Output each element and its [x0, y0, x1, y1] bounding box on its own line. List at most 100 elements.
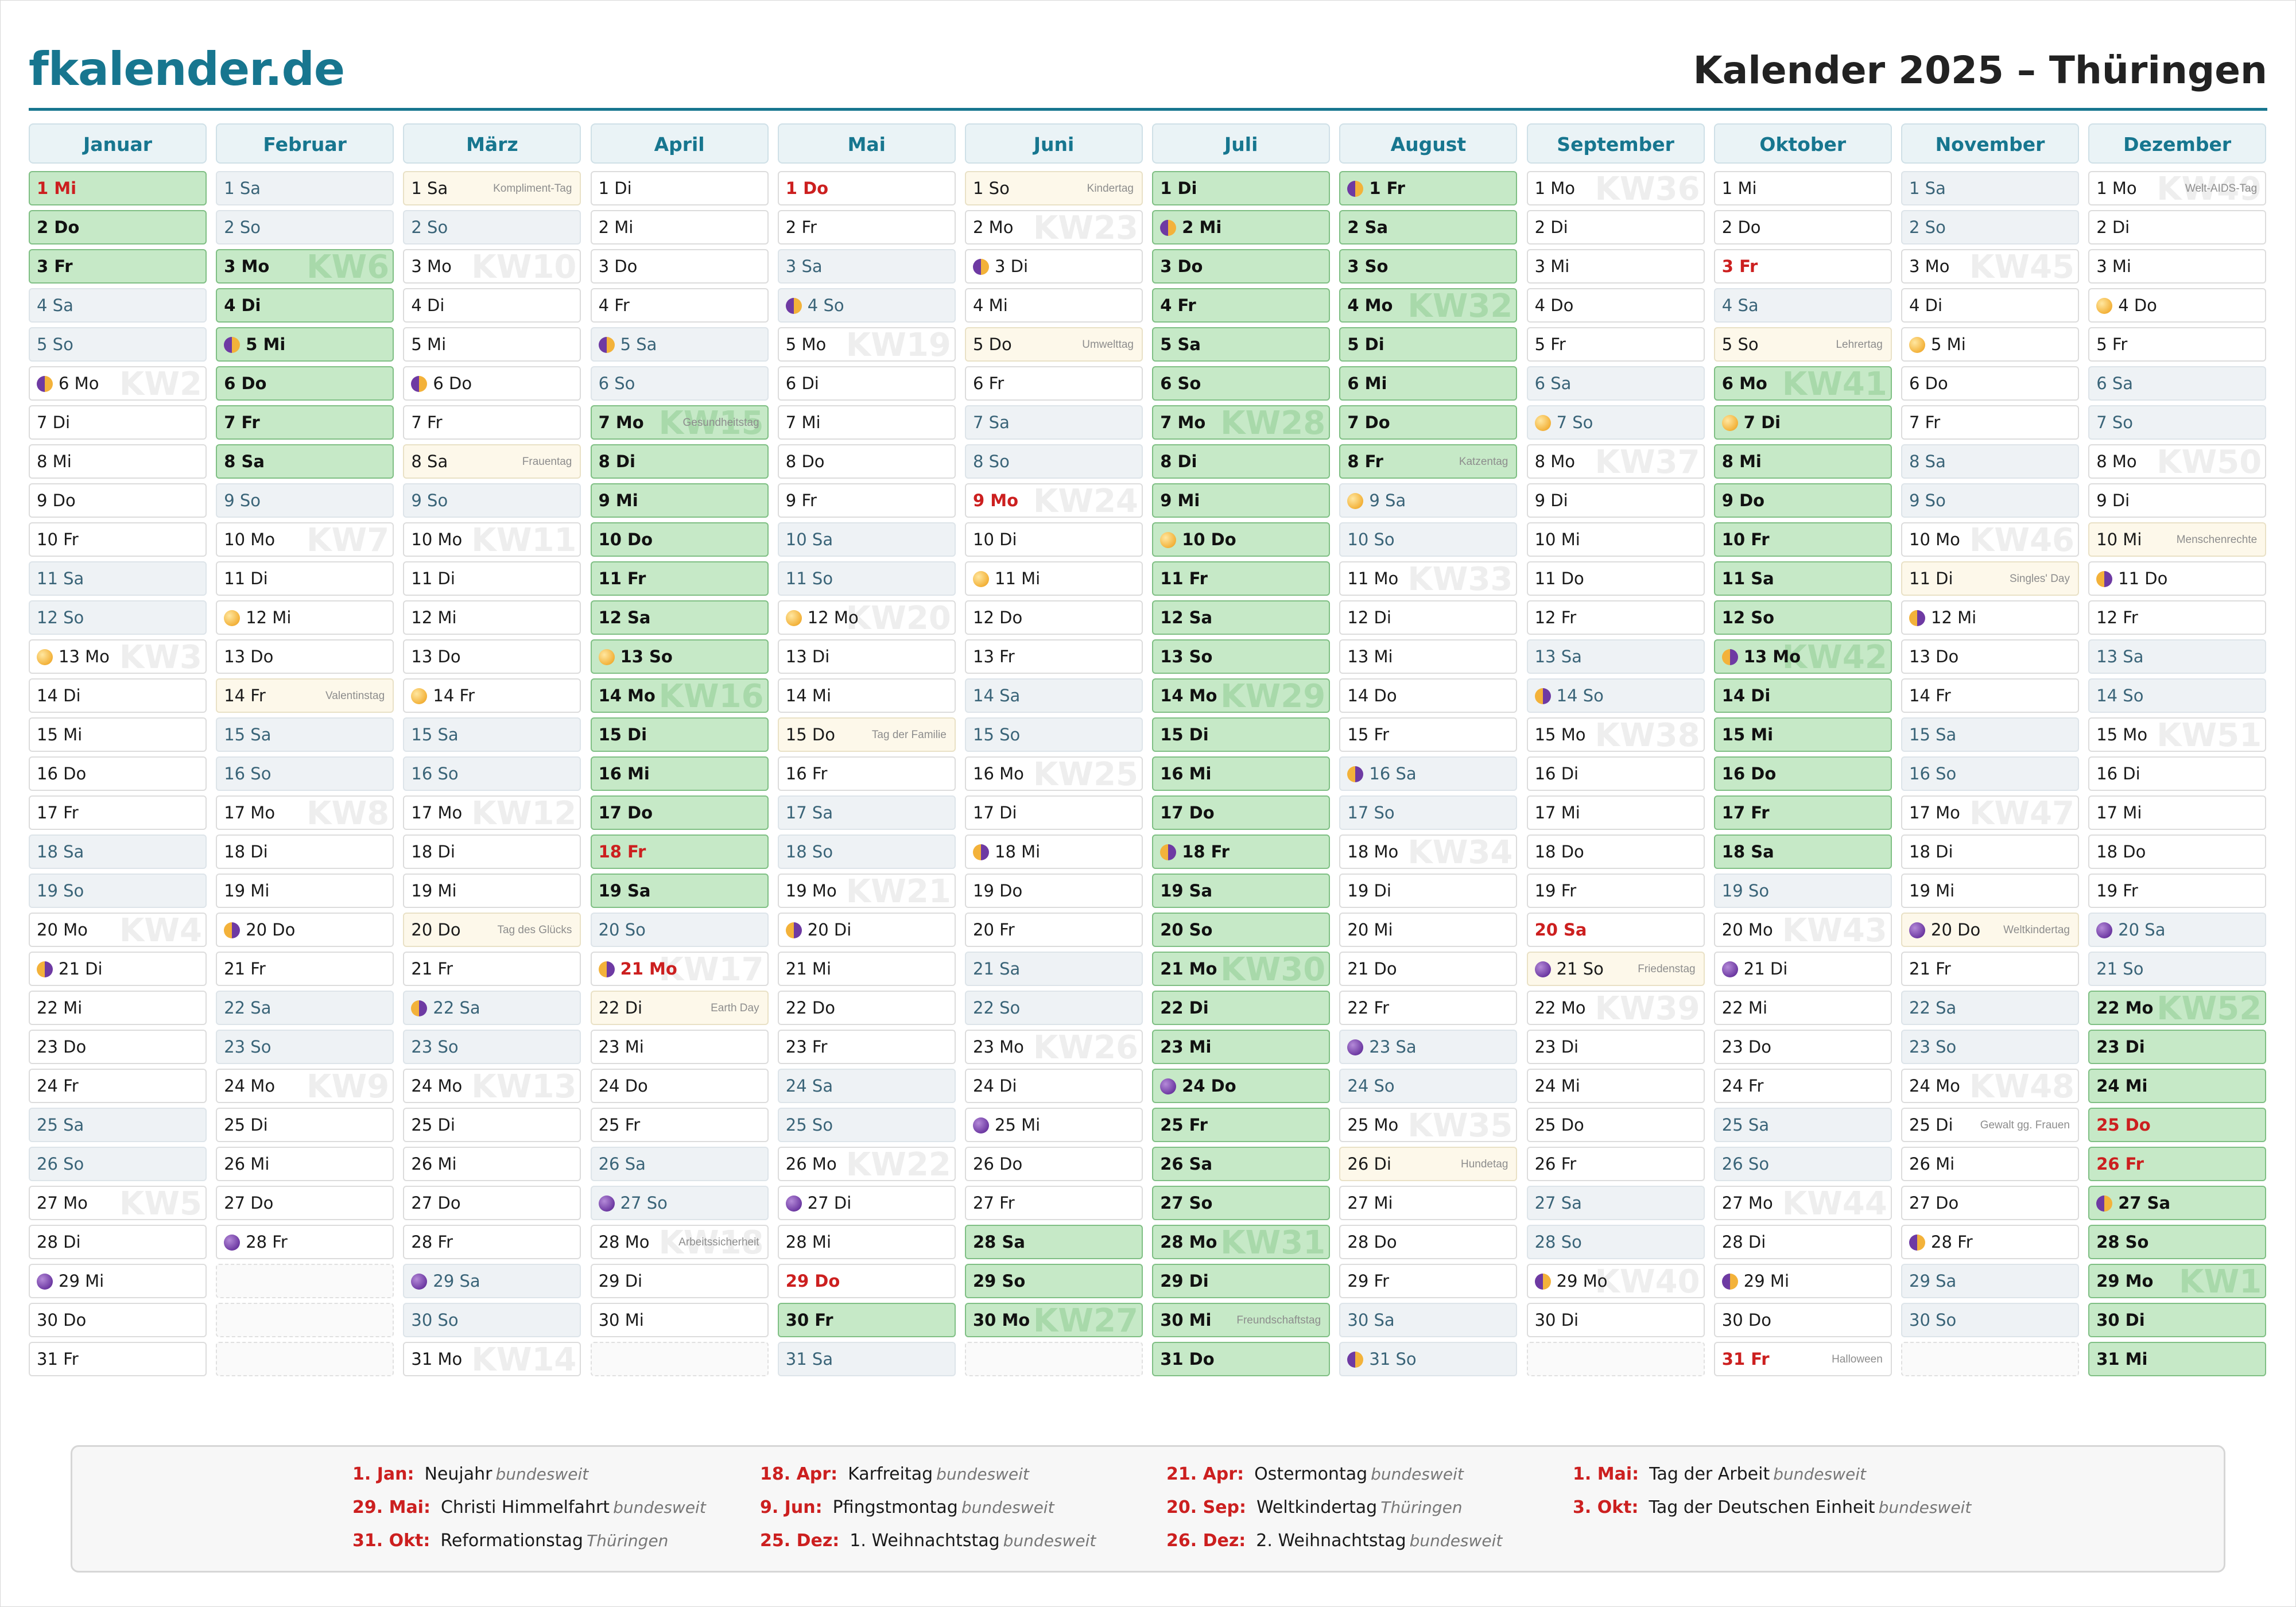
- day-cell[interactable]: 11 Do: [2088, 561, 2267, 596]
- day-cell[interactable]: 17 Mi: [1526, 795, 1705, 830]
- day-cell[interactable]: 16 Mi: [1152, 756, 1331, 791]
- day-cell[interactable]: 17 Fr: [1713, 795, 1892, 830]
- day-cell[interactable]: 28 Di: [1713, 1225, 1892, 1259]
- day-cell[interactable]: 26 Di Hundetag: [1339, 1147, 1518, 1181]
- day-cell[interactable]: 28 Di: [29, 1225, 207, 1259]
- day-cell[interactable]: 9 So: [216, 483, 394, 518]
- day-cell[interactable]: 25 Do: [2088, 1108, 2267, 1142]
- day-cell[interactable]: KW29 14 Mo: [1152, 678, 1331, 713]
- day-cell[interactable]: 25 Sa: [29, 1108, 207, 1142]
- day-cell[interactable]: 3 Fr: [29, 249, 207, 284]
- day-cell[interactable]: KW43 20 Mo: [1713, 913, 1892, 947]
- day-cell[interactable]: 1 Do: [777, 171, 956, 205]
- day-cell[interactable]: 18 Sa: [1713, 834, 1892, 869]
- day-cell[interactable]: 4 Sa: [29, 288, 207, 323]
- day-cell[interactable]: KW21 19 Mo: [777, 874, 956, 908]
- day-cell[interactable]: KW22 26 Mo: [777, 1147, 956, 1181]
- day-cell[interactable]: 26 Sa: [1152, 1147, 1331, 1181]
- day-cell[interactable]: 14 Sa: [965, 678, 1143, 713]
- day-cell[interactable]: KW42 13 Mo: [1713, 639, 1892, 674]
- day-cell[interactable]: 12 Di: [1339, 600, 1518, 635]
- day-cell[interactable]: 21 Fr: [216, 952, 394, 986]
- day-cell[interactable]: KW32 4 Mo: [1339, 288, 1518, 323]
- day-cell[interactable]: 27 Fr: [965, 1186, 1143, 1220]
- day-cell[interactable]: KW47 17 Mo: [1901, 795, 2079, 830]
- day-cell[interactable]: 1 Fr: [1339, 171, 1518, 205]
- day-cell[interactable]: 8 Mi: [29, 444, 207, 479]
- day-cell[interactable]: 6 Mi: [1339, 366, 1518, 401]
- day-cell[interactable]: 4 Di: [403, 288, 581, 323]
- day-cell[interactable]: 20 Do: [216, 913, 394, 947]
- day-cell[interactable]: 23 So: [216, 1030, 394, 1064]
- day-cell[interactable]: 11 Mi: [965, 561, 1143, 596]
- day-cell[interactable]: KW11 10 Mo: [403, 522, 581, 557]
- day-cell[interactable]: 22 Sa: [1901, 991, 2079, 1025]
- day-cell[interactable]: 26 Mi: [216, 1147, 394, 1181]
- site-logo[interactable]: fkalender.de: [29, 42, 345, 96]
- day-cell[interactable]: 19 Do: [965, 874, 1143, 908]
- day-cell[interactable]: 19 Mi: [1901, 874, 2079, 908]
- day-cell[interactable]: 28 Sa: [965, 1225, 1143, 1259]
- day-cell[interactable]: 25 Di Gewalt gg. Frauen: [1901, 1108, 2079, 1142]
- day-cell[interactable]: 11 Di: [403, 561, 581, 596]
- day-cell[interactable]: 25 Do: [1526, 1108, 1705, 1142]
- day-cell[interactable]: 2 Di: [1526, 210, 1705, 244]
- day-cell[interactable]: 21 Di: [1713, 952, 1892, 986]
- day-cell[interactable]: 20 Do Weltkindertag: [1901, 913, 2079, 947]
- day-cell[interactable]: 5 Sa: [590, 327, 769, 362]
- day-cell[interactable]: 27 Sa: [2088, 1186, 2267, 1220]
- day-cell[interactable]: 31 Fr: [29, 1342, 207, 1376]
- day-cell[interactable]: 31 Sa: [777, 1342, 956, 1376]
- day-cell[interactable]: KW49 1 Mo Welt-AIDS-Tag: [2088, 171, 2267, 205]
- day-cell[interactable]: 16 Di: [1526, 756, 1705, 791]
- day-cell[interactable]: KW40 29 Mo: [1526, 1264, 1705, 1298]
- day-cell[interactable]: 16 Sa: [1339, 756, 1518, 791]
- day-cell[interactable]: 5 Do Umwelttag: [965, 327, 1143, 362]
- day-cell[interactable]: KW7 10 Mo: [216, 522, 394, 557]
- day-cell[interactable]: 4 Fr: [1152, 288, 1331, 323]
- day-cell[interactable]: 24 Di: [965, 1069, 1143, 1103]
- day-cell[interactable]: 10 Fr: [29, 522, 207, 557]
- day-cell[interactable]: 23 Fr: [777, 1030, 956, 1064]
- day-cell[interactable]: 13 Di: [777, 639, 956, 674]
- day-cell[interactable]: 21 Fr: [403, 952, 581, 986]
- day-cell[interactable]: 28 Do: [1339, 1225, 1518, 1259]
- day-cell[interactable]: KW50 8 Mo: [2088, 444, 2267, 479]
- day-cell[interactable]: 19 Sa: [1152, 874, 1331, 908]
- day-cell[interactable]: 18 Fr: [590, 834, 769, 869]
- day-cell[interactable]: 13 Do: [403, 639, 581, 674]
- day-cell[interactable]: 7 Di: [1713, 405, 1892, 440]
- day-cell[interactable]: 28 Mi: [777, 1225, 956, 1259]
- day-cell[interactable]: 26 Fr: [2088, 1147, 2267, 1181]
- day-cell[interactable]: 9 So: [403, 483, 581, 518]
- day-cell[interactable]: KW13 24 Mo: [403, 1069, 581, 1103]
- day-cell[interactable]: 30 Sa: [1339, 1303, 1518, 1337]
- day-cell[interactable]: 9 Sa: [1339, 483, 1518, 518]
- day-cell[interactable]: 12 Mi: [1901, 600, 2079, 635]
- day-cell[interactable]: 1 Di: [1152, 171, 1331, 205]
- day-cell[interactable]: 28 Fr: [1901, 1225, 2079, 1259]
- day-cell[interactable]: 13 So: [590, 639, 769, 674]
- day-cell[interactable]: 23 Di: [2088, 1030, 2267, 1064]
- day-cell[interactable]: 23 So: [1901, 1030, 2079, 1064]
- day-cell[interactable]: 13 Fr: [965, 639, 1143, 674]
- day-cell[interactable]: 12 So: [1713, 600, 1892, 635]
- day-cell[interactable]: 6 Sa: [2088, 366, 2267, 401]
- day-cell[interactable]: 6 Fr: [965, 366, 1143, 401]
- day-cell[interactable]: 7 Fr: [216, 405, 394, 440]
- day-cell[interactable]: 26 So: [1713, 1147, 1892, 1181]
- day-cell[interactable]: 28 Fr: [216, 1225, 394, 1259]
- day-cell[interactable]: 11 Do: [1526, 561, 1705, 596]
- day-cell[interactable]: 24 Mi: [2088, 1069, 2267, 1103]
- day-cell[interactable]: 30 Fr: [777, 1303, 956, 1337]
- day-cell[interactable]: KW27 30 Mo: [965, 1303, 1143, 1337]
- day-cell[interactable]: KW31 28 Mo: [1152, 1225, 1331, 1259]
- day-cell[interactable]: 14 Mi: [777, 678, 956, 713]
- day-cell[interactable]: 7 Do: [1339, 405, 1518, 440]
- day-cell[interactable]: 2 Do: [1713, 210, 1892, 244]
- day-cell[interactable]: 30 Di: [1526, 1303, 1705, 1337]
- day-cell[interactable]: 13 Mi: [1339, 639, 1518, 674]
- day-cell[interactable]: 29 Sa: [403, 1264, 581, 1298]
- day-cell[interactable]: 19 Di: [1339, 874, 1518, 908]
- day-cell[interactable]: KW15 7 Mo Gesundheitstag: [590, 405, 769, 440]
